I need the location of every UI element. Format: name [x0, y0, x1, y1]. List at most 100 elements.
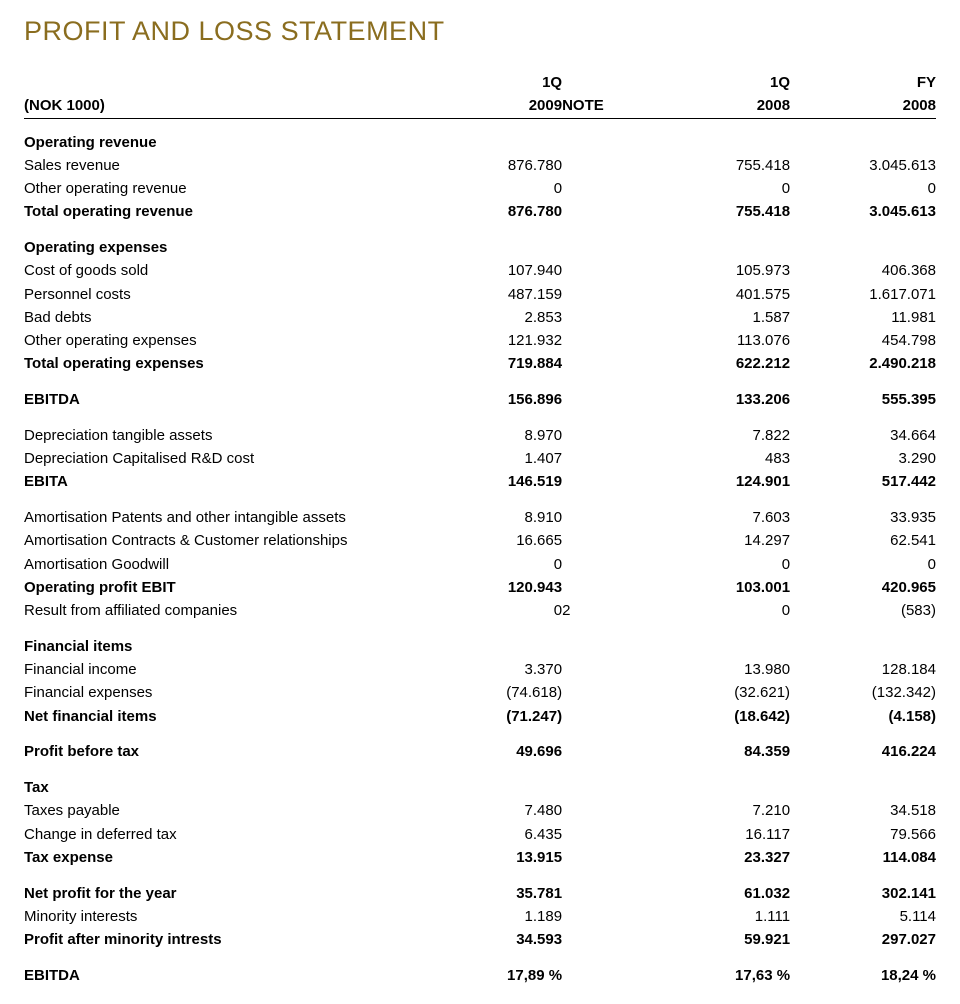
- cell-1q-2008: [653, 224, 790, 260]
- table-row: Tax expense13.91523.327114.084: [24, 846, 936, 869]
- row-label: Sales revenue: [24, 154, 444, 177]
- table-row: Total operating revenue876.780755.4183.0…: [24, 201, 936, 224]
- cell-1q-2008: 59.921: [653, 929, 790, 952]
- cell-note: [562, 705, 653, 728]
- cell-1q-2008: 755.418: [653, 201, 790, 224]
- cell-1q-2009: [444, 224, 563, 260]
- cell-1q-2008: 105.973: [653, 260, 790, 283]
- cell-fy-2008: [790, 764, 936, 800]
- cell-fy-2008: 0: [790, 553, 936, 576]
- cell-1q-2008: [653, 623, 790, 659]
- cell-fy-2008: 18,24 %: [790, 952, 936, 988]
- row-label: Operating profit EBIT: [24, 576, 444, 599]
- cell-fy-2008: 3.290: [790, 448, 936, 471]
- row-label: Taxes payable: [24, 800, 444, 823]
- cell-note: [562, 553, 653, 576]
- cell-fy-2008: (132.342): [790, 682, 936, 705]
- col1-bot: 2009: [444, 94, 563, 118]
- cell-fy-2008: 297.027: [790, 929, 936, 952]
- col2-bot: 2008: [653, 94, 790, 118]
- cell-1q-2009: 3.370: [444, 659, 563, 682]
- cell-1q-2009: (74.618): [444, 682, 563, 705]
- table-row: Profit after minority intrests34.59359.9…: [24, 929, 936, 952]
- cell-1q-2009: (71.247): [444, 705, 563, 728]
- row-label: Operating revenue: [24, 118, 444, 154]
- table-row: Financial items: [24, 623, 936, 659]
- profit-loss-table: 1Q 1Q FY (NOK 1000) 2009 NOTE 2008 2008 …: [24, 71, 936, 988]
- table-row: Total operating expenses719.884622.2122.…: [24, 353, 936, 376]
- cell-1q-2008: 7.603: [653, 494, 790, 530]
- table-row: Amortisation Contracts & Customer relati…: [24, 530, 936, 553]
- table-row: Financial expenses(74.618)(32.621)(132.3…: [24, 682, 936, 705]
- row-label: EBITDA: [24, 952, 444, 988]
- cell-1q-2009: 8.970: [444, 412, 563, 448]
- row-label: Depreciation Capitalised R&D cost: [24, 448, 444, 471]
- header-row-1: 1Q 1Q FY: [24, 71, 936, 94]
- table-row: Net financial items(71.247)(18.642)(4.15…: [24, 705, 936, 728]
- cell-fy-2008: 3.045.613: [790, 201, 936, 224]
- cell-1q-2009: 156.896: [444, 376, 563, 412]
- table-row: Depreciation tangible assets8.9707.82234…: [24, 412, 936, 448]
- table-row: EBITA146.519124.901517.442: [24, 471, 936, 494]
- cell-1q-2009: [444, 623, 563, 659]
- cell-note: [562, 224, 653, 260]
- cell-1q-2008: 17,63 %: [653, 952, 790, 988]
- cell-fy-2008: 416.224: [790, 728, 936, 764]
- cell-note: [562, 623, 653, 659]
- cell-1q-2009: 120.943: [444, 576, 563, 599]
- row-label: EBITDA: [24, 376, 444, 412]
- row-label: Financial items: [24, 623, 444, 659]
- cell-1q-2008: 401.575: [653, 283, 790, 306]
- cell-note: [562, 283, 653, 306]
- cell-1q-2008: 7.210: [653, 800, 790, 823]
- cell-1q-2009: 0: [444, 178, 563, 201]
- cell-note: [562, 823, 653, 846]
- cell-note: [562, 306, 653, 329]
- table-row: Result from affiliated companies020(583): [24, 600, 936, 623]
- cell-1q-2008: 0: [653, 178, 790, 201]
- row-label: EBITA: [24, 471, 444, 494]
- cell-note: [562, 353, 653, 376]
- cell-1q-2008: 103.001: [653, 576, 790, 599]
- table-row: Change in deferred tax6.43516.11779.566: [24, 823, 936, 846]
- table-row: Amortisation Patents and other intangibl…: [24, 494, 936, 530]
- cell-fy-2008: 420.965: [790, 576, 936, 599]
- table-row: Bad debts2.8531.58711.981: [24, 306, 936, 329]
- cell-note: [562, 728, 653, 764]
- cell-1q-2009: 121.932: [444, 330, 563, 353]
- cell-1q-2008: (18.642): [653, 705, 790, 728]
- cell-1q-2008: 1.111: [653, 905, 790, 928]
- cell-note: [562, 412, 653, 448]
- table-row: Other operating revenue000: [24, 178, 936, 201]
- row-label: Amortisation Contracts & Customer relati…: [24, 530, 444, 553]
- row-label: Profit before tax: [24, 728, 444, 764]
- cell-note: [562, 154, 653, 177]
- table-row: Personnel costs487.159401.5751.617.071: [24, 283, 936, 306]
- table-row: Depreciation Capitalised R&D cost1.40748…: [24, 448, 936, 471]
- cell-1q-2009: 1.189: [444, 905, 563, 928]
- cell-fy-2008: 2.490.218: [790, 353, 936, 376]
- cell-1q-2009: 876.780: [444, 154, 563, 177]
- cell-1q-2008: 755.418: [653, 154, 790, 177]
- table-row: Sales revenue876.780755.4183.045.613: [24, 154, 936, 177]
- row-label: Cost of goods sold: [24, 260, 444, 283]
- cell-1q-2008: 84.359: [653, 728, 790, 764]
- col3-bot: 2008: [790, 94, 936, 118]
- cell-1q-2008: 23.327: [653, 846, 790, 869]
- page-title: PROFIT AND LOSS STATEMENT: [24, 16, 936, 47]
- table-row: Minority interests1.1891.1115.114: [24, 905, 936, 928]
- cell-note: [562, 682, 653, 705]
- cell-fy-2008: 0: [790, 178, 936, 201]
- row-label: Tax expense: [24, 846, 444, 869]
- row-label: Financial expenses: [24, 682, 444, 705]
- cell-note: [562, 659, 653, 682]
- cell-fy-2008: [790, 623, 936, 659]
- row-label: Net profit for the year: [24, 870, 444, 906]
- cell-1q-2008: 7.822: [653, 412, 790, 448]
- cell-1q-2009: 34.593: [444, 929, 563, 952]
- cell-fy-2008: (583): [790, 600, 936, 623]
- cell-fy-2008: 406.368: [790, 260, 936, 283]
- table-row: Operating profit EBIT120.943 103.001420.9…: [24, 576, 936, 599]
- cell-note: [562, 471, 653, 494]
- row-label: Change in deferred tax: [24, 823, 444, 846]
